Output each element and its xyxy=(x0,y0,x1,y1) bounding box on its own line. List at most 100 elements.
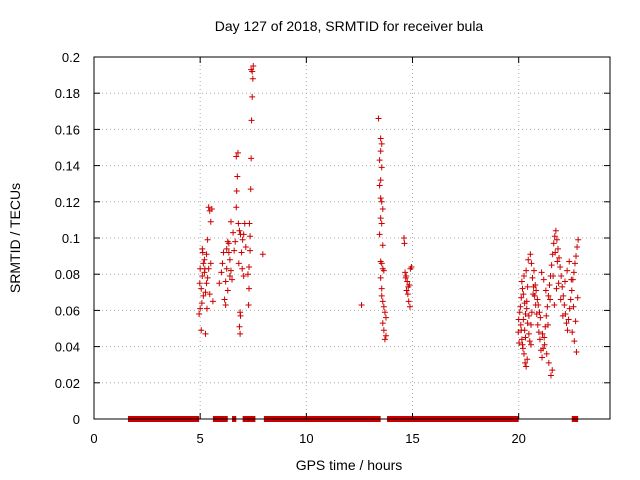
y-tick-label: 0.2 xyxy=(62,50,80,65)
data-point xyxy=(245,301,252,308)
data-point xyxy=(378,220,385,227)
data-point xyxy=(224,287,231,294)
data-point xyxy=(207,260,214,267)
data-point xyxy=(402,269,409,276)
data-point xyxy=(408,263,415,270)
data-point xyxy=(221,296,228,303)
x-tick-label: 20 xyxy=(511,431,525,446)
data-point xyxy=(198,300,205,307)
data-point xyxy=(196,280,203,287)
data-point xyxy=(571,338,578,345)
data-point xyxy=(208,206,215,213)
y-tick-label: 0.04 xyxy=(55,340,80,355)
y-tick-label: 0.14 xyxy=(55,159,80,174)
data-point xyxy=(401,240,408,247)
data-point xyxy=(535,329,542,336)
data-point xyxy=(403,287,410,294)
data-point xyxy=(232,238,239,245)
data-point xyxy=(570,303,577,310)
data-point xyxy=(378,292,385,299)
data-point xyxy=(540,276,547,283)
data-point xyxy=(539,330,546,337)
data-point xyxy=(574,244,581,251)
data-point xyxy=(549,367,556,374)
data-point xyxy=(406,282,413,289)
data-point xyxy=(564,327,571,334)
data-point xyxy=(572,318,579,325)
data-point xyxy=(382,314,389,321)
data-point xyxy=(517,303,524,310)
data-point xyxy=(378,285,385,292)
chart-title: Day 127 of 2018, SRMTID for receiver bul… xyxy=(215,18,484,34)
data-point xyxy=(525,330,532,337)
data-point xyxy=(542,287,549,294)
y-tick-label: 0.06 xyxy=(55,303,80,318)
data-point xyxy=(546,282,553,289)
x-tick-label: 5 xyxy=(197,431,204,446)
data-point xyxy=(520,316,527,323)
data-point xyxy=(248,155,255,162)
data-point xyxy=(379,206,386,213)
data-point xyxy=(203,280,210,287)
data-point xyxy=(574,294,581,301)
data-point xyxy=(222,301,229,308)
data-point xyxy=(240,273,247,280)
data-point xyxy=(561,278,568,285)
data-point xyxy=(547,296,554,303)
x-tick-label: 0 xyxy=(90,431,97,446)
data-point xyxy=(521,273,527,280)
data-point xyxy=(541,334,548,341)
data-point xyxy=(553,285,560,292)
y-tick-label: 0 xyxy=(73,412,80,427)
data-point xyxy=(557,296,564,303)
data-point xyxy=(236,323,243,330)
data-point xyxy=(197,305,204,312)
data-point xyxy=(566,258,573,265)
data-point xyxy=(540,345,547,352)
data-point xyxy=(568,287,575,294)
data-point xyxy=(526,338,533,345)
data-point xyxy=(248,66,255,73)
y-tick-label: 0.02 xyxy=(55,376,80,391)
grid-lines xyxy=(94,57,610,419)
data-point xyxy=(521,350,527,357)
data-point xyxy=(557,263,564,270)
data-point xyxy=(523,305,530,312)
data-point xyxy=(249,75,256,82)
data-point xyxy=(198,285,205,292)
data-point xyxy=(523,267,530,274)
data-point xyxy=(516,339,523,346)
data-point xyxy=(225,249,232,256)
data-point xyxy=(234,149,241,156)
data-point xyxy=(204,236,211,243)
data-point xyxy=(536,309,543,316)
data-point xyxy=(381,336,388,343)
data-point xyxy=(378,198,385,205)
data-point xyxy=(517,321,524,328)
data-point xyxy=(568,276,575,283)
data-point xyxy=(220,249,227,256)
plot-frame xyxy=(93,56,611,420)
data-point xyxy=(235,220,242,227)
x-tick-label: 10 xyxy=(299,431,313,446)
data-point xyxy=(227,267,234,274)
data-point xyxy=(570,269,577,276)
data-point xyxy=(558,273,565,280)
data-point xyxy=(530,291,537,298)
data-point xyxy=(375,115,382,122)
data-point xyxy=(236,227,243,234)
data-point xyxy=(528,260,535,267)
data-point xyxy=(571,260,578,267)
data-point xyxy=(523,363,530,370)
data-point xyxy=(226,256,233,263)
data-point xyxy=(206,291,213,298)
data-point xyxy=(567,296,574,303)
data-point xyxy=(200,260,207,267)
data-point xyxy=(550,273,557,280)
data-point xyxy=(552,249,559,256)
data-point xyxy=(538,269,545,276)
y-tick-label: 0.1 xyxy=(62,231,80,246)
data-points xyxy=(196,63,582,379)
data-point xyxy=(518,278,525,285)
x-axis-label: GPS time / hours xyxy=(296,457,403,473)
